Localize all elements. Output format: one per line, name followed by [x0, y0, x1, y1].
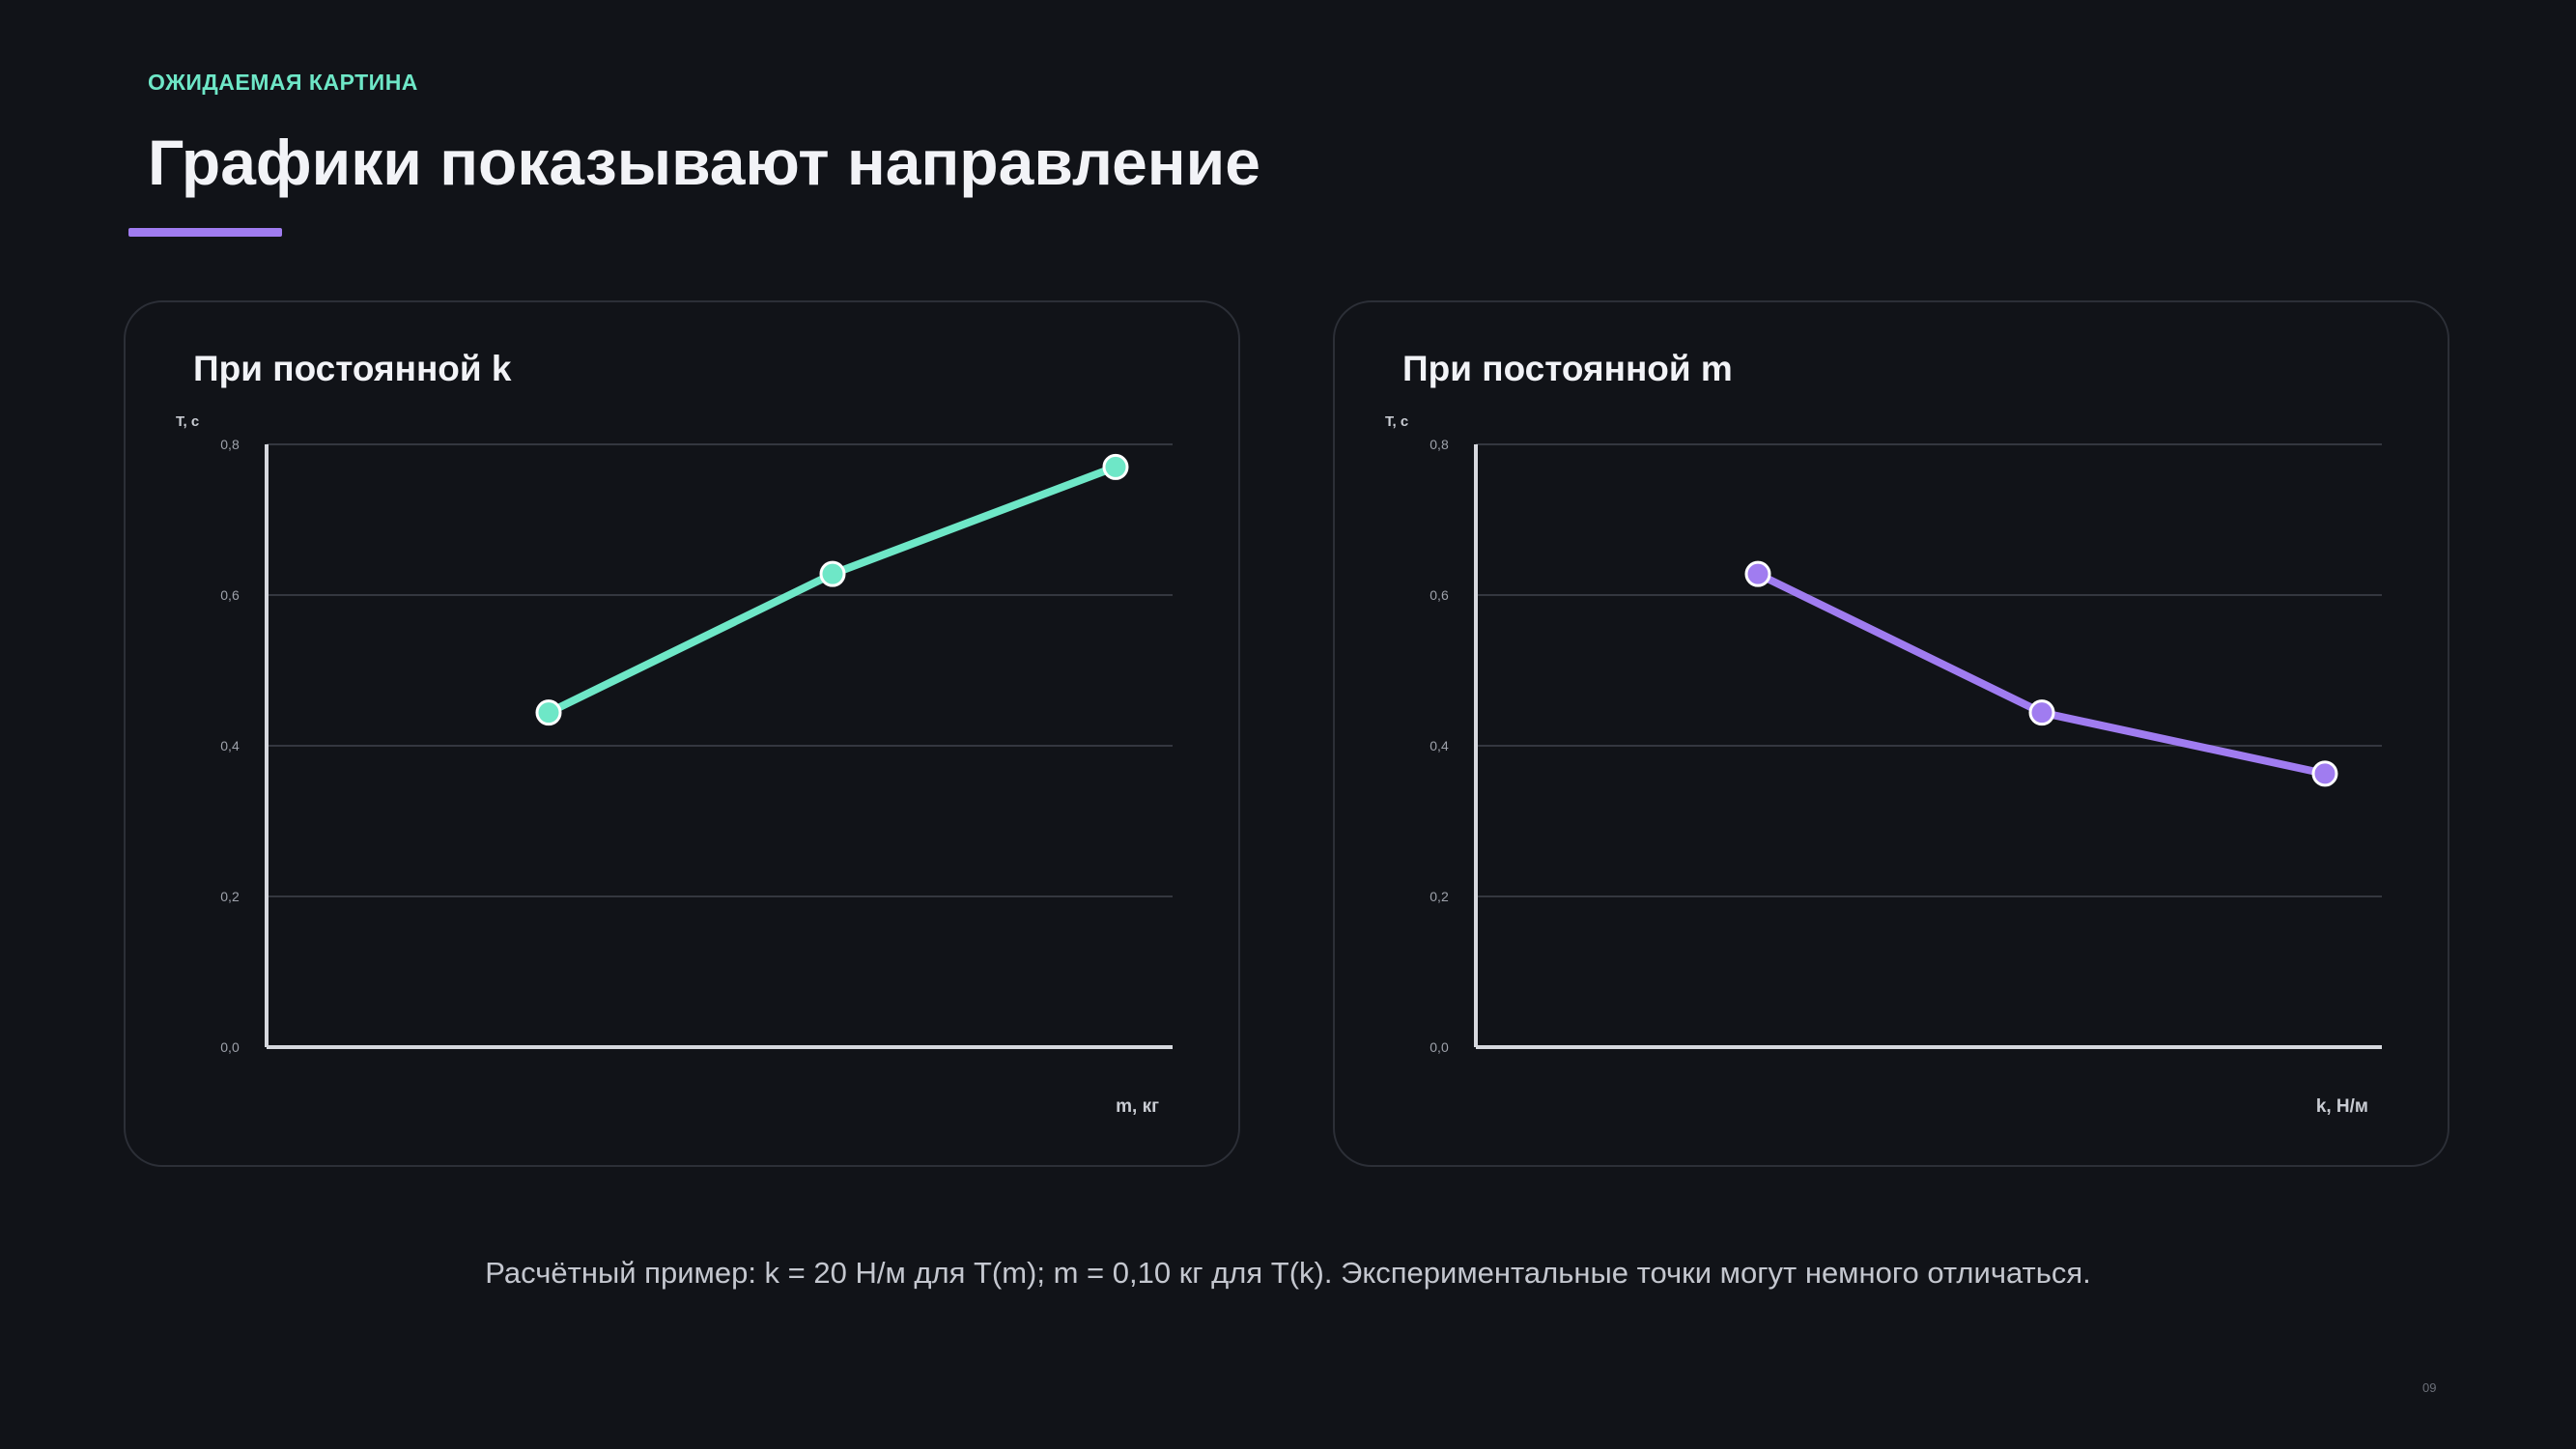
- y-tick-label: 0,6: [220, 587, 240, 603]
- y-tick-label: 0,8: [220, 437, 240, 452]
- y-tick-label: 0,4: [1430, 738, 1449, 753]
- x-axis-label: m, кг: [1116, 1096, 1159, 1117]
- chart-constant-m: T, с 0,0 0,2 0,4 0,6 0,8 k, Н/м: [1385, 413, 2382, 1117]
- chart-title: При постоянной m: [1402, 349, 1733, 388]
- chart-constant-k: T, с 0,0 0,2 0,4 0,6 0,8 m, кг: [176, 413, 1173, 1117]
- y-tick-label: 0,6: [1430, 587, 1449, 603]
- series-line: [545, 463, 1119, 717]
- y-tick-label: 0,2: [220, 889, 240, 904]
- y-axis-label: T, с: [1385, 413, 1408, 430]
- y-tick-label: 0,8: [1430, 437, 1449, 452]
- chart-panel-constant-k: При постоянной k T, с 0,0 0,2 0,4 0,6 0,8 m, к…: [124, 300, 1240, 1167]
- title-underline: [128, 228, 282, 237]
- data-point: [819, 560, 846, 587]
- y-tick-label: 0,2: [1430, 889, 1449, 904]
- chart-title: При постоянной k: [193, 349, 512, 388]
- eyebrow-label: ОЖИДАЕМАЯ КАРТИНА: [148, 70, 418, 95]
- y-tick-label: 0,0: [220, 1039, 240, 1055]
- x-axis-label: k, Н/м: [2316, 1096, 2368, 1117]
- y-axis-label: T, с: [176, 413, 199, 430]
- y-tick-label: 0,0: [1430, 1039, 1449, 1055]
- chart-panel-constant-m: При постоянной m T, с 0,0 0,2 0,4 0,6 0,8 k, Н…: [1333, 300, 2449, 1167]
- series-line: [1754, 570, 2329, 778]
- data-point: [1102, 453, 1129, 480]
- y-tick-label: 0,4: [220, 738, 240, 753]
- page-number: 09: [2422, 1380, 2437, 1395]
- data-point: [2311, 760, 2338, 787]
- page-title: Графики показывают направление: [148, 127, 1260, 198]
- data-point: [535, 699, 562, 726]
- data-point: [1744, 560, 1771, 587]
- footnote: Расчётный пример: k = 20 Н/м для T(m); m…: [485, 1256, 2091, 1290]
- data-point: [2028, 699, 2055, 726]
